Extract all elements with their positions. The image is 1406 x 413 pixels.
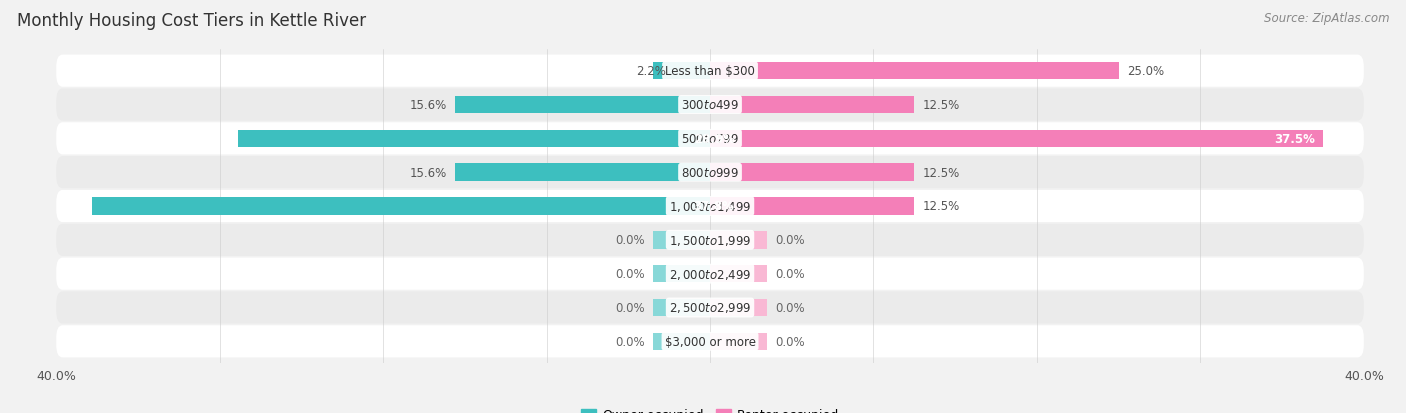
Bar [93,198,710,215]
Text: 0.0%: 0.0% [614,335,644,348]
Text: Monthly Housing Cost Tiers in Kettle River: Monthly Housing Cost Tiers in Kettle Riv… [17,12,366,30]
FancyBboxPatch shape [56,325,1364,358]
Text: 2.2%: 2.2% [636,65,666,78]
Bar [710,299,768,316]
Text: 15.6%: 15.6% [409,166,447,179]
Text: $2,500 to $2,999: $2,500 to $2,999 [669,301,751,315]
Bar [710,231,768,249]
Bar [710,265,768,283]
FancyBboxPatch shape [56,258,1364,290]
Text: 0.0%: 0.0% [614,268,644,280]
Text: 12.5%: 12.5% [922,166,960,179]
Text: 15.6%: 15.6% [409,99,447,112]
Bar [710,63,1119,80]
Text: 0.0%: 0.0% [776,335,806,348]
Bar [652,63,710,80]
Bar [710,333,768,350]
FancyBboxPatch shape [56,123,1364,155]
Text: 0.0%: 0.0% [614,234,644,247]
Bar [456,97,710,114]
Text: 25.0%: 25.0% [1126,65,1164,78]
Bar [652,265,710,283]
Bar [710,97,914,114]
Text: $300 to $499: $300 to $499 [681,99,740,112]
Text: 28.9%: 28.9% [693,133,735,145]
Text: 0.0%: 0.0% [776,268,806,280]
Text: 37.8%: 37.8% [693,200,734,213]
Bar [652,299,710,316]
Text: 37.5%: 37.5% [1274,133,1315,145]
Bar [652,231,710,249]
Legend: Owner-occupied, Renter-occupied: Owner-occupied, Renter-occupied [575,404,845,413]
FancyBboxPatch shape [56,190,1364,223]
Text: $2,000 to $2,499: $2,000 to $2,499 [669,267,751,281]
Text: Less than $300: Less than $300 [665,65,755,78]
Text: 0.0%: 0.0% [776,301,806,314]
FancyBboxPatch shape [56,89,1364,121]
FancyBboxPatch shape [56,292,1364,324]
Text: Source: ZipAtlas.com: Source: ZipAtlas.com [1264,12,1389,25]
Bar [710,164,914,182]
Bar [710,130,1323,148]
FancyBboxPatch shape [56,224,1364,256]
Text: $3,000 or more: $3,000 or more [665,335,755,348]
Bar [238,130,710,148]
Text: 12.5%: 12.5% [922,99,960,112]
Bar [652,333,710,350]
Text: 0.0%: 0.0% [614,301,644,314]
Bar [456,164,710,182]
Text: $1,500 to $1,999: $1,500 to $1,999 [669,233,751,247]
Text: 12.5%: 12.5% [922,200,960,213]
FancyBboxPatch shape [56,157,1364,189]
FancyBboxPatch shape [56,55,1364,88]
Bar [710,198,914,215]
Text: $500 to $799: $500 to $799 [681,133,740,145]
Text: $800 to $999: $800 to $999 [681,166,740,179]
Text: $1,000 to $1,499: $1,000 to $1,499 [669,199,751,214]
Text: 0.0%: 0.0% [776,234,806,247]
